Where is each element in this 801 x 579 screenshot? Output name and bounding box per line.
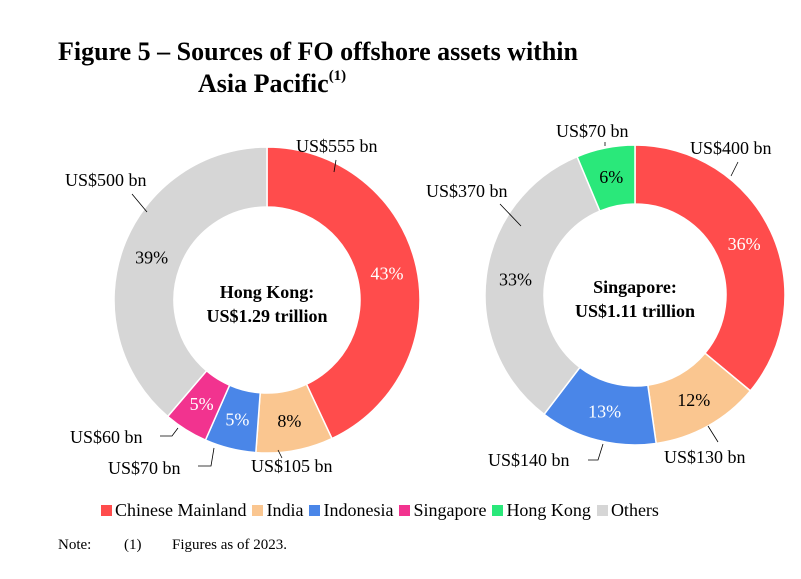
leader-line xyxy=(730,161,739,177)
footnote: Note: (1) Figures as of 2023. xyxy=(58,537,287,554)
leader-line xyxy=(198,447,215,467)
pct-label-others: 39% xyxy=(135,247,168,267)
pct-label-indonesia: 13% xyxy=(588,402,621,422)
leader-line xyxy=(333,159,337,173)
legend-label: Chinese Mainland xyxy=(115,500,247,520)
donut-chart-2: 36% US$400 bn 12% US$130 bn 13% US$140 bn 33% U… xyxy=(426,121,786,470)
leader-line xyxy=(131,193,148,213)
title-line-2-wrap: Asia Pacific(1) xyxy=(58,67,578,99)
value-label-others: US$500 bn xyxy=(65,170,147,190)
slice-chinese-mainland xyxy=(634,144,786,392)
note-number: (1) xyxy=(124,537,142,553)
value-label-chinese-mainland: US$400 bn xyxy=(690,138,772,158)
pct-label-chinese-mainland: 43% xyxy=(371,263,404,283)
legend-swatch xyxy=(596,505,608,516)
legend-item-indonesia: Indonesia xyxy=(309,500,393,521)
slice-chinese-mainland xyxy=(266,146,421,440)
legend-item-chinese-mainland: Chinese Mainland xyxy=(101,500,246,521)
center-label-title: Hong Kong: xyxy=(220,282,315,302)
legend-swatch xyxy=(101,505,112,516)
slice-others xyxy=(484,155,601,416)
legend-item-singapore: Singapore xyxy=(399,500,486,521)
value-label-singapore: US$60 bn xyxy=(70,427,143,447)
pct-label-singapore: 5% xyxy=(190,394,214,414)
legend-label: Indonesia xyxy=(323,500,394,520)
pct-label-hong-kong: 6% xyxy=(599,167,623,187)
figure-title: Figure 5 – Sources of FO offshore assets… xyxy=(58,36,578,99)
value-label-indonesia: US$140 bn xyxy=(488,450,570,470)
value-label-indonesia: US$70 bn xyxy=(108,458,181,478)
legend-swatch xyxy=(252,505,264,516)
leader-line xyxy=(160,427,179,437)
center-label-total: US$1.11 trillion xyxy=(575,301,695,321)
value-label-hong-kong: US$70 bn xyxy=(556,121,629,141)
pct-label-india: 8% xyxy=(277,411,301,431)
center-label-title: Singapore: xyxy=(593,277,677,297)
value-label-india: US$105 bn xyxy=(251,456,333,476)
slice-hong-kong xyxy=(576,144,636,213)
center-label-total: US$1.29 trillion xyxy=(206,306,327,326)
title-line-2: Asia Pacific xyxy=(198,69,329,99)
legend-item-hong-kong: Hong Kong xyxy=(492,500,591,521)
leader-line xyxy=(277,449,283,459)
note-label: Note: xyxy=(58,537,92,553)
legend: Chinese Mainland India Indonesia Singapo… xyxy=(101,500,665,521)
donut-chart-1: 43% US$555 bn 8% US$105 bn 5% US$70 bn 5% US$60… xyxy=(65,136,421,478)
leader-line xyxy=(499,203,522,227)
slice-others xyxy=(113,146,268,418)
note-text: Figures as of 2023. xyxy=(172,537,287,553)
value-label-india: US$130 bn xyxy=(664,447,746,467)
title-footnote-marker: (1) xyxy=(328,68,347,85)
pct-label-chinese-mainland: 36% xyxy=(728,234,761,254)
legend-swatch xyxy=(399,505,411,516)
title-line-1: Figure 5 – Sources of FO offshore assets… xyxy=(58,37,578,66)
value-label-chinese-mainland: US$555 bn xyxy=(296,136,378,156)
legend-item-others: Others xyxy=(596,500,659,521)
leader-line xyxy=(588,443,604,461)
pct-label-others: 33% xyxy=(499,270,532,290)
legend-item-india: India xyxy=(252,500,303,521)
legend-label: Others xyxy=(610,500,659,520)
pct-label-india: 12% xyxy=(677,390,710,410)
legend-label: Hong Kong xyxy=(506,500,591,520)
value-label-others: US$370 bn xyxy=(426,181,508,201)
legend-label: Singapore xyxy=(413,500,487,520)
leader-line xyxy=(707,425,719,443)
legend-swatch xyxy=(309,505,321,516)
legend-swatch xyxy=(492,505,504,516)
pct-label-indonesia: 5% xyxy=(225,409,249,429)
legend-label: India xyxy=(266,500,304,520)
